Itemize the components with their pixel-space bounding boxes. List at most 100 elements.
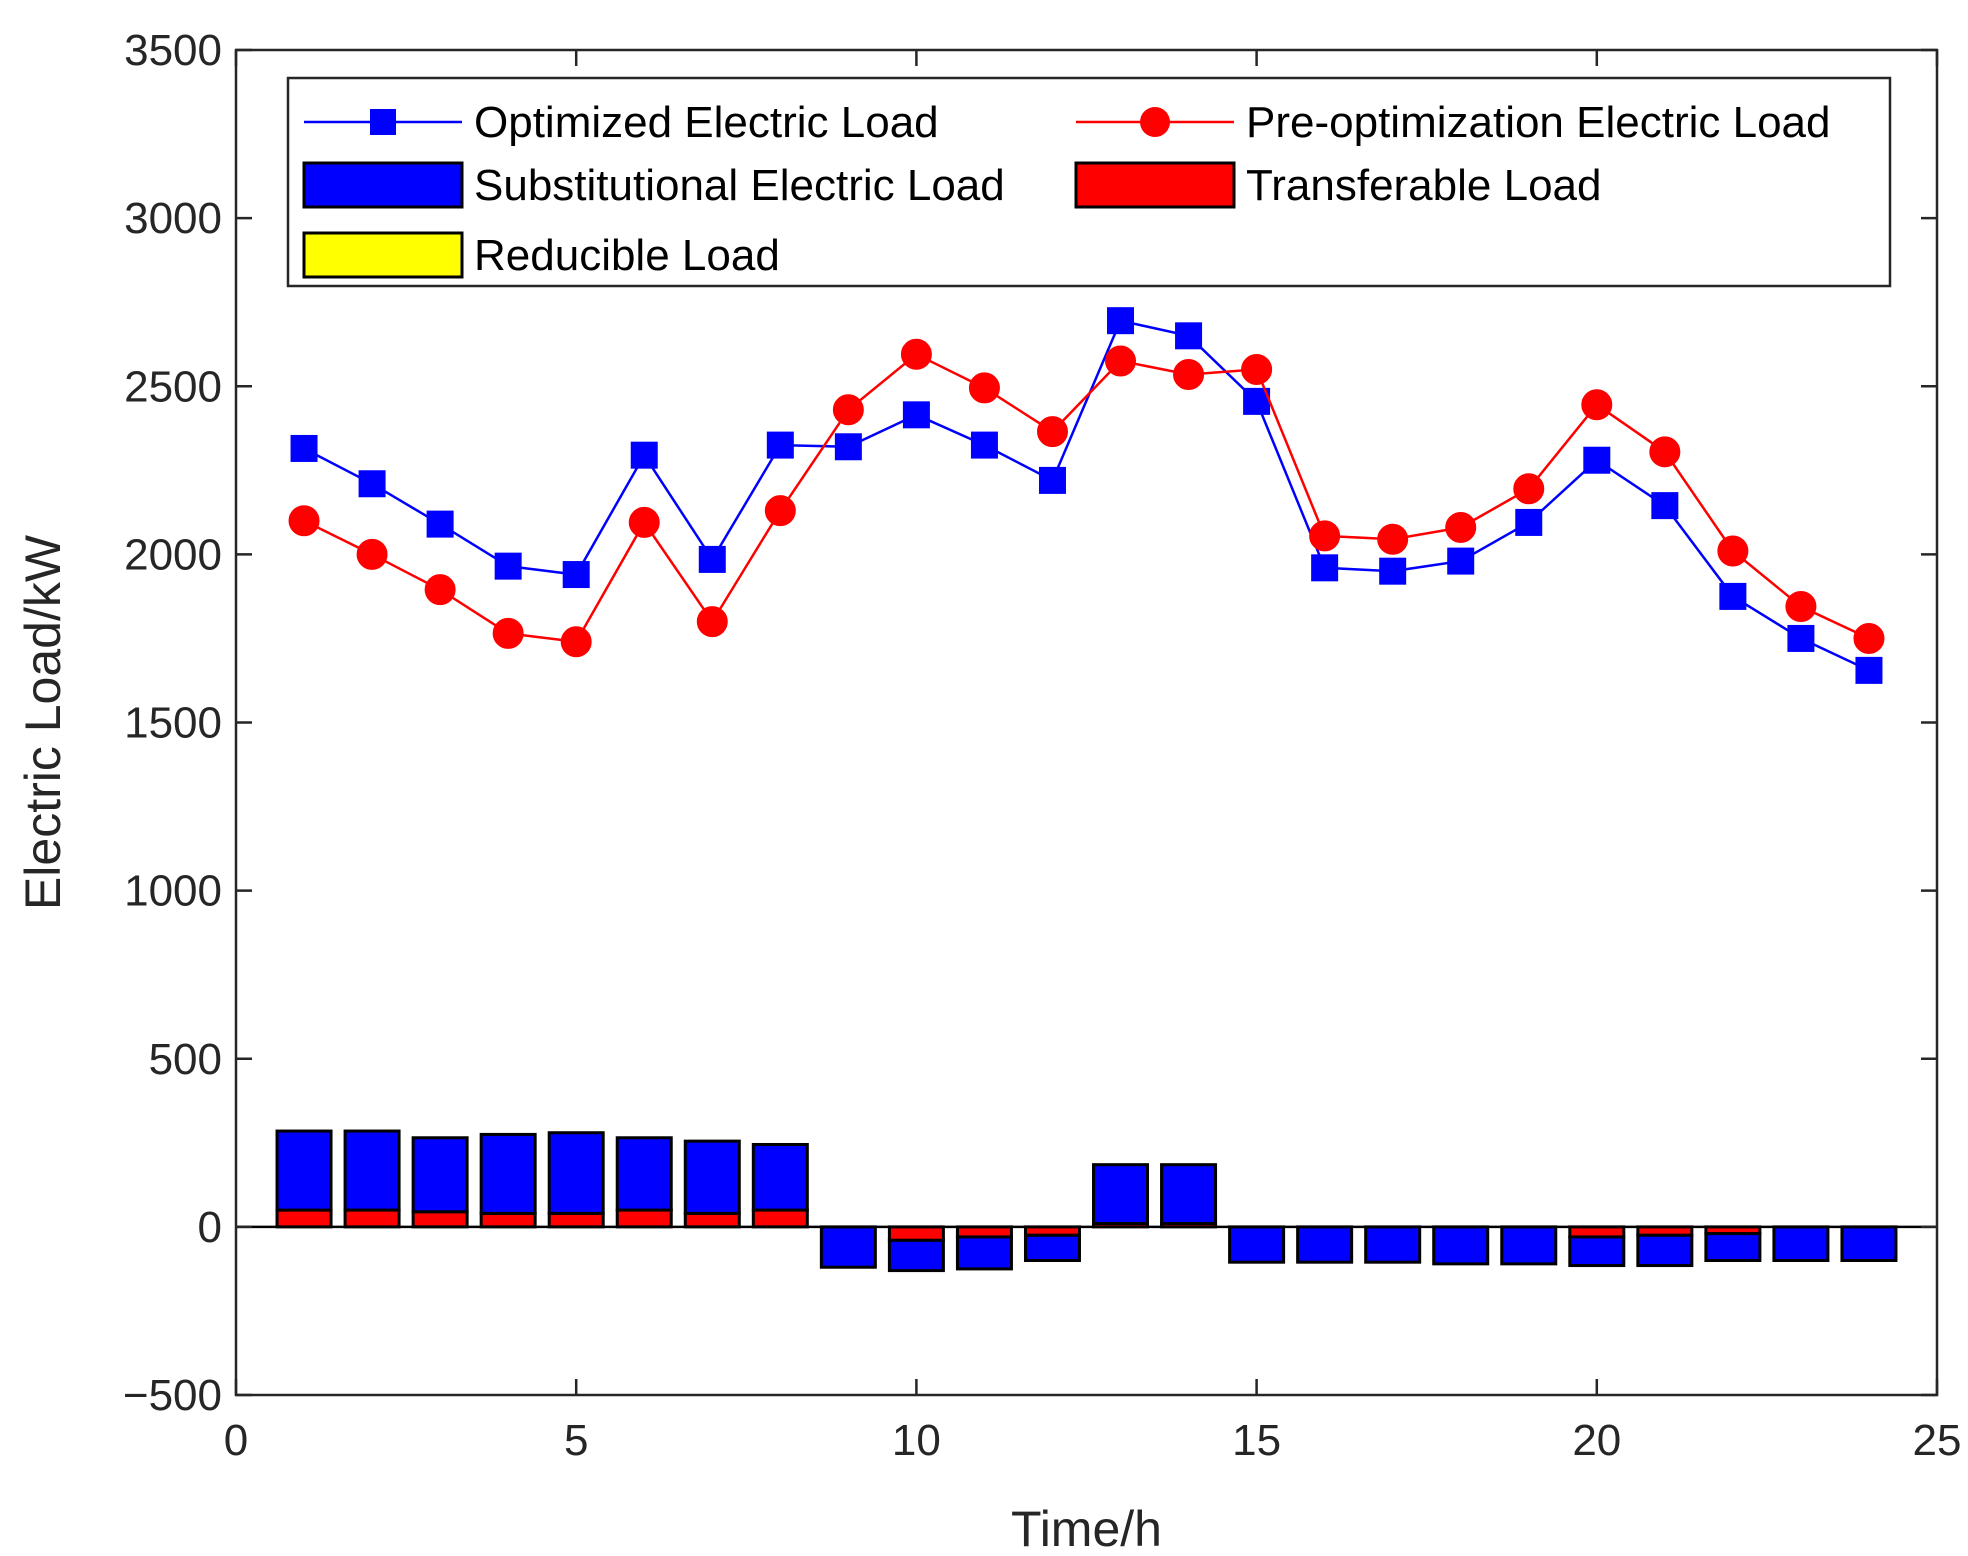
bar-substitutional-electric-load-5: [547, 1131, 605, 1215]
bar-substitutional-electric-load-18: [1432, 1225, 1490, 1266]
y-tick-label-2000: 2000: [124, 530, 222, 579]
bar-substitutional-electric-load-2: [343, 1129, 401, 1212]
bar-substitutional-electric-load-1: [275, 1129, 333, 1212]
bar-substitutional-electric-load-14: [1160, 1163, 1218, 1226]
x-tick-label-25: 25: [1913, 1416, 1962, 1465]
point-optimized-electric-load-23: [1787, 624, 1815, 652]
y-tick-label-1500: 1500: [124, 699, 222, 748]
bar-transferable-load-5: [547, 1211, 605, 1229]
point-optimized-electric-load-20: [1583, 446, 1611, 474]
bar-substitutional-electric-load-6: [615, 1136, 673, 1212]
point-optimized-electric-load-11: [970, 431, 998, 459]
point-optimized-electric-load-8: [766, 431, 794, 459]
x-tick-label-20: 20: [1572, 1416, 1621, 1465]
y-tick-label-3000: 3000: [124, 194, 222, 243]
bar-substitutional-electric-load-21: [1636, 1233, 1694, 1268]
bar-substitutional-electric-load-9: [819, 1225, 877, 1269]
y-tick-label-500: 500: [149, 1035, 222, 1084]
bar-substitutional-electric-load-17: [1364, 1225, 1422, 1264]
point-pre-optimization-electric-load-2: [356, 538, 388, 570]
point-optimized-electric-load-18: [1447, 547, 1475, 575]
y-axis-title: Electric Load/kW: [15, 534, 71, 910]
point-pre-optimization-electric-load-14: [1173, 358, 1205, 390]
point-optimized-electric-load-24: [1855, 656, 1883, 684]
bar-substitutional-electric-load-22: [1704, 1232, 1762, 1262]
point-optimized-electric-load-3: [426, 510, 454, 538]
point-pre-optimization-electric-load-10: [900, 338, 932, 370]
legend-label-reducible-load: Reducible Load: [474, 231, 780, 280]
point-optimized-electric-load-13: [1107, 307, 1135, 335]
x-tick-label-0: 0: [224, 1416, 248, 1465]
point-pre-optimization-electric-load-17: [1377, 523, 1409, 555]
bar-transferable-load-1: [275, 1208, 333, 1229]
point-pre-optimization-electric-load-4: [492, 617, 524, 649]
point-optimized-electric-load-12: [1038, 466, 1066, 494]
point-pre-optimization-electric-load-1: [288, 505, 320, 537]
point-pre-optimization-electric-load-18: [1445, 511, 1477, 543]
legend-marker-pre-optimization-electric-load: [1140, 107, 1170, 137]
point-optimized-electric-load-6: [630, 441, 658, 469]
y-tick-label-2500: 2500: [124, 362, 222, 411]
x-tick-label-15: 15: [1232, 1416, 1281, 1465]
bar-substitutional-electric-load-20: [1568, 1235, 1626, 1268]
axes-layer: 0 5 10 15 20 25−50005001000150020002500300035…: [15, 26, 1961, 1556]
legend-label-substitutional-electric-load: Substitutional Electric Load: [474, 161, 1005, 210]
point-optimized-electric-load-1: [290, 434, 318, 462]
point-optimized-electric-load-21: [1651, 492, 1679, 520]
bar-substitutional-electric-load-7: [683, 1139, 741, 1215]
point-pre-optimization-electric-load-7: [696, 606, 728, 638]
bar-substitutional-electric-load-8: [751, 1142, 809, 1212]
y-tick-label-0: 0: [198, 1203, 222, 1252]
point-optimized-electric-load-22: [1719, 582, 1747, 610]
legend: Optimized Electric Load Pre-optimization …: [286, 76, 1892, 288]
bar-substitutional-electric-load-23: [1772, 1225, 1830, 1262]
point-pre-optimization-electric-load-22: [1717, 535, 1749, 567]
point-optimized-electric-load-10: [902, 401, 930, 429]
legend-label-transferable-load: Transferable Load: [1246, 161, 1601, 210]
bar-transferable-load-2: [343, 1208, 401, 1229]
bar-substitutional-electric-load-10: [887, 1238, 945, 1273]
point-optimized-electric-load-2: [358, 470, 386, 498]
legend-swatch-substitutional-electric-load: [302, 161, 464, 209]
bar-substitutional-electric-load-13: [1092, 1163, 1150, 1226]
legend-label-pre-optimization-electric-load: Pre-optimization Electric Load: [1246, 98, 1830, 147]
point-pre-optimization-electric-load-21: [1649, 436, 1681, 468]
point-pre-optimization-electric-load-24: [1853, 622, 1885, 654]
point-pre-optimization-electric-load-9: [832, 394, 864, 426]
bar-substitutional-electric-load-12: [1023, 1233, 1081, 1262]
x-tick-label-5: 5: [564, 1416, 588, 1465]
bar-transferable-load-11: [955, 1225, 1013, 1239]
bars-layer: [275, 1129, 1898, 1273]
legend-swatch-transferable-load: [1074, 161, 1236, 209]
y-tick-label-1000: 1000: [124, 867, 222, 916]
bar-substitutional-electric-load-19: [1500, 1225, 1558, 1266]
point-pre-optimization-electric-load-6: [628, 506, 660, 538]
y-tick-label-3500: 3500: [124, 26, 222, 75]
point-pre-optimization-electric-load-3: [424, 574, 456, 606]
lines-layer: [288, 307, 1885, 684]
bar-transferable-load-10: [887, 1225, 945, 1242]
y-tick-label--500: −500: [123, 1371, 222, 1420]
bar-substitutional-electric-load-15: [1228, 1225, 1286, 1264]
point-optimized-electric-load-9: [834, 433, 862, 461]
bar-transferable-load-20: [1568, 1225, 1626, 1239]
point-optimized-electric-load-4: [494, 552, 522, 580]
point-pre-optimization-electric-load-16: [1309, 520, 1341, 552]
point-pre-optimization-electric-load-19: [1513, 473, 1545, 505]
x-axis-title: Time/h: [1011, 1501, 1162, 1556]
point-pre-optimization-electric-load-8: [764, 495, 796, 527]
point-pre-optimization-electric-load-23: [1785, 590, 1817, 622]
legend-marker-optimized-electric-load: [370, 109, 396, 135]
bar-transferable-load-7: [683, 1211, 741, 1229]
bar-substitutional-electric-load-11: [955, 1235, 1013, 1271]
bar-transferable-load-6: [615, 1208, 673, 1229]
point-optimized-electric-load-5: [562, 561, 590, 589]
point-pre-optimization-electric-load-11: [968, 372, 1000, 404]
legend-label-optimized-electric-load: Optimized Electric Load: [474, 98, 939, 147]
bar-transferable-load-8: [751, 1208, 809, 1229]
point-pre-optimization-electric-load-5: [560, 626, 592, 658]
point-pre-optimization-electric-load-15: [1241, 353, 1273, 385]
point-pre-optimization-electric-load-20: [1581, 389, 1613, 421]
point-optimized-electric-load-19: [1515, 508, 1543, 536]
